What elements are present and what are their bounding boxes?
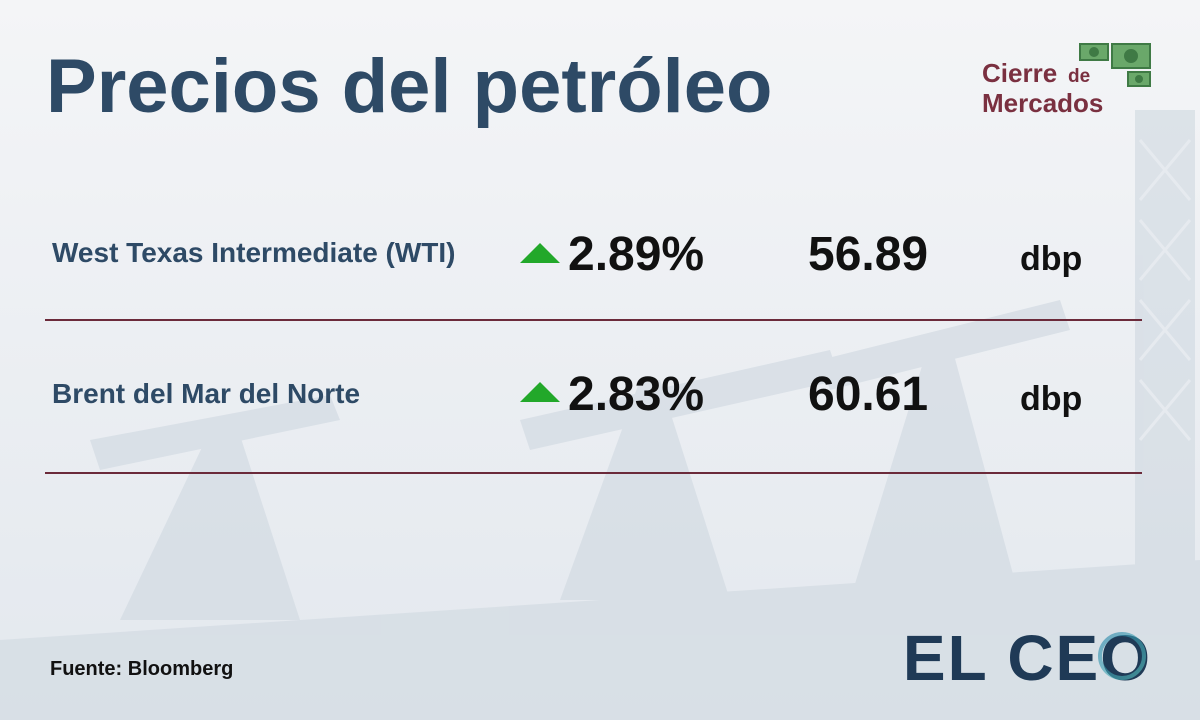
row-price: 56.89 [808,228,928,281]
row-price: 60.61 [808,368,928,421]
row: West Texas Intermediate (WTI) 2.89% 56.8… [52,228,1082,281]
brand-line2: Mercados [982,88,1103,118]
row-change: 2.89% [568,228,704,281]
derrick-lattice [1138,139,1192,441]
pumpjack-silhouettes [0,110,1200,720]
row-unit: dbp [1020,380,1082,418]
up-arrow [520,243,560,263]
row: Brent del Mar del Norte 2.83% 60.61 dbp [52,368,1082,421]
row-unit: dbp [1020,240,1082,278]
brand: Cierre de Mercados [982,43,1151,118]
row-name: Brent del Mar del Norte [52,378,360,409]
logo: EL CEO [903,622,1152,694]
logo-ring [1098,632,1146,680]
brand-small: de [1068,66,1090,87]
row-change: 2.83% [568,368,704,421]
title: Precios del petróleo [46,44,772,129]
row-name: West Texas Intermediate (WTI) [52,237,456,268]
brand-line1: Cierre [982,58,1057,88]
money-icon [1079,43,1151,87]
up-arrow [520,382,560,402]
source: Fuente: Bloomberg [50,658,233,680]
